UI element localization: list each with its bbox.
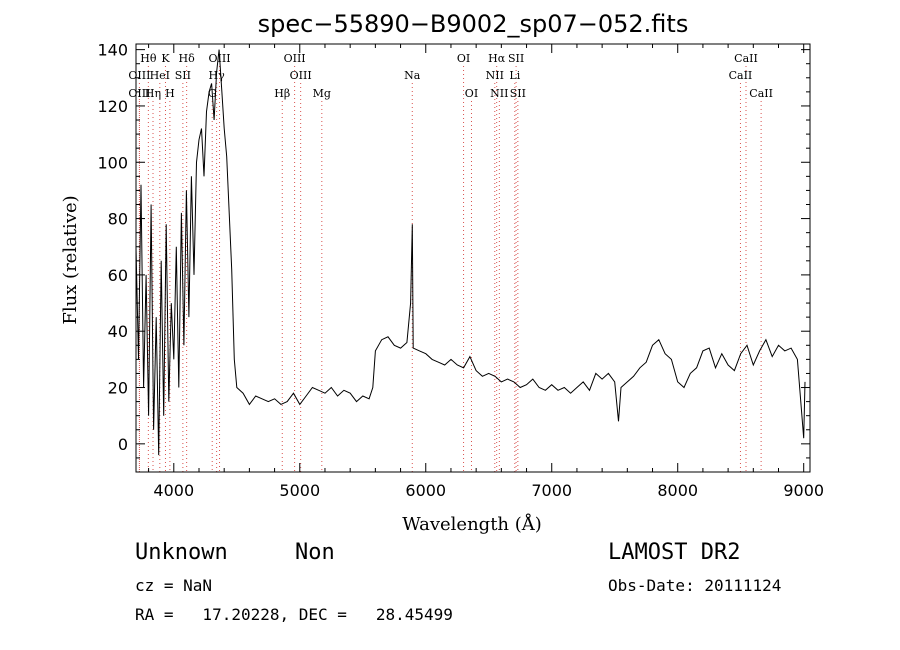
emission-line-label: OIII [290, 69, 312, 82]
y-tick-label: 0 [118, 435, 128, 454]
x-tick-label: 9000 [783, 481, 824, 500]
x-tick-label: 7000 [531, 481, 572, 500]
emission-line-label: OIII [128, 69, 150, 82]
emission-line-label: CaII [749, 87, 773, 100]
x-tick-label: 8000 [657, 481, 698, 500]
emission-line-label: Hδ [179, 52, 196, 65]
emission-line-label: SII [510, 87, 526, 100]
emission-line-label: H [165, 87, 175, 100]
emission-line-label: HeI [150, 69, 170, 82]
x-tick-label: 5000 [279, 481, 320, 500]
y-tick-label: 60 [108, 266, 128, 285]
y-axis-label: Flux (relative) [60, 195, 81, 324]
plot-frame [135, 43, 811, 473]
y-tick-label: 40 [108, 322, 128, 341]
emission-line-label: Hα [488, 52, 506, 65]
emission-line-label: OIII [284, 52, 306, 65]
emission-line-label: CaII [729, 69, 753, 82]
chart-title: spec−55890−B9002_sp07−052.fits [258, 10, 689, 38]
y-tick-label: 80 [108, 210, 128, 229]
emission-line-label: Hβ [274, 87, 290, 100]
y-tick-label: 20 [108, 379, 128, 398]
emission-line-label: Hθ [140, 52, 157, 65]
emission-line-label: Li [509, 69, 520, 82]
class-name: Unknown [135, 540, 228, 565]
axis-ticks: 4000 5000 6000 7000 8000 9000 0 20 40 60 80 100 120 1… [97, 41, 824, 500]
emission-line-label: NII [486, 69, 504, 82]
coordinates: RA = 17.20228, DEC = 28.45499 [135, 605, 453, 624]
y-tick-label: 120 [97, 97, 128, 116]
emission-line-label: K [161, 52, 170, 65]
x-tick-label: 4000 [153, 481, 194, 500]
emission-line-label: Hη [145, 87, 161, 100]
emission-line-label: Mg [313, 87, 331, 100]
emission-line-label: SII [175, 69, 191, 82]
emission-line-label: Na [404, 69, 421, 82]
emission-line-label: NII [490, 87, 508, 100]
y-tick-label: 100 [97, 153, 128, 172]
y-tick-label: 140 [97, 41, 128, 60]
survey-name: LAMOST DR2 [608, 540, 741, 565]
x-axis-label: Wavelength (Å) [402, 513, 542, 535]
emission-line-label: OI [465, 87, 478, 100]
subclass: Non [295, 540, 335, 565]
redshift-cz: cz = NaN [135, 576, 213, 595]
emission-line-label: OI [457, 52, 470, 65]
emission-line-label: CaII [734, 52, 758, 65]
spectrum-line [135, 49, 806, 456]
emission-line-label: OIII [128, 87, 150, 100]
obs-date: Obs-Date: 20111124 [608, 576, 782, 595]
x-tick-label: 6000 [405, 481, 446, 500]
emission-line-label: SII [508, 52, 524, 65]
